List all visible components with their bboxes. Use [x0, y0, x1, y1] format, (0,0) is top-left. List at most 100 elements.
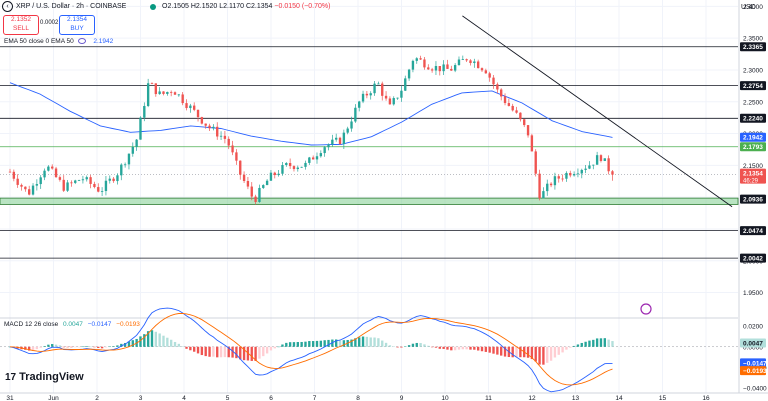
candle-body — [193, 105, 196, 110]
candle-body — [8, 171, 12, 173]
candle-body — [323, 147, 326, 154]
macd-hist-bar — [216, 346, 219, 358]
candle-body — [515, 110, 518, 113]
candle-body — [216, 126, 219, 137]
candle-body — [411, 60, 415, 70]
macd-hist-bar — [89, 346, 92, 348]
macd-hist-bar — [404, 346, 407, 347]
candle-body — [461, 59, 464, 60]
candle-body — [51, 166, 54, 169]
candle-body — [542, 191, 545, 199]
candle-body — [396, 97, 399, 99]
candle-body — [480, 68, 484, 71]
macd-legend[interactable]: MACD 12 26 close 0.0047 −0.0147 −0.0193 — [4, 321, 140, 328]
macd-hist-bar — [43, 346, 46, 347]
visibility-icon[interactable] — [77, 38, 86, 45]
candle-body — [258, 187, 261, 202]
symbol-title[interactable]: XRP / U.S. Dollar · 2h · COINBASE — [16, 3, 127, 10]
macd-signal-tag: −0.0193 — [743, 368, 767, 375]
tradingview-logo-icon: 17 — [5, 372, 17, 383]
macd-hist-bar — [384, 342, 388, 347]
macd-hist-bar — [200, 346, 204, 356]
sell-label: SELL — [13, 24, 29, 32]
macd-hist-bar — [208, 346, 211, 357]
candle-body — [54, 168, 58, 178]
candle-body — [185, 103, 188, 109]
macd-hist-bar — [526, 346, 530, 358]
level-tag-bg — [740, 81, 766, 91]
ohlc-close: C2.1354 — [245, 3, 273, 10]
candle-body — [334, 137, 338, 140]
candle-body — [135, 139, 138, 147]
price-tick-label: 2.1500 — [743, 163, 763, 170]
macd-hist-bar — [400, 346, 403, 348]
macd-hist-bar — [442, 346, 445, 349]
level-tag: 2.0474 — [743, 228, 763, 235]
candle-body — [219, 135, 223, 137]
candle-body — [404, 78, 407, 91]
macd-hist-bar — [476, 346, 480, 351]
candle-body — [538, 173, 541, 199]
sell-button[interactable]: 2.1352 SELL — [3, 15, 39, 35]
candle-body — [473, 61, 476, 64]
candle-body — [89, 177, 92, 184]
macd-hist-bar — [530, 346, 534, 360]
candle-body — [139, 117, 142, 140]
price-tick-label: 2.3000 — [743, 67, 763, 74]
candle-body — [204, 123, 207, 126]
candle-body — [453, 65, 457, 71]
macd-hist-bar — [396, 346, 399, 348]
time-tick-label: 10 — [441, 395, 449, 401]
candle-body — [465, 59, 468, 61]
price-tick-label: 1.9500 — [743, 290, 763, 297]
level-tag: 2.3365 — [743, 44, 763, 51]
candle-body — [166, 91, 169, 94]
collapse-icon[interactable]: ‹ — [2, 1, 13, 12]
time-tick-label: 3 — [139, 395, 143, 401]
macd-hist-bar — [219, 346, 223, 358]
macd-hist-bar — [227, 346, 230, 358]
candle-body — [430, 69, 434, 71]
macd-hist-bar — [511, 346, 514, 358]
macd-hist-bar — [127, 341, 131, 347]
candle-body — [523, 119, 526, 126]
candle-body — [269, 172, 273, 181]
currency-label[interactable]: USD — [741, 4, 756, 11]
macd-hist-bar — [538, 346, 541, 365]
countdown-tag: 46:29 — [743, 179, 759, 185]
candle-body — [189, 105, 192, 109]
macd-hist-bar — [308, 341, 311, 347]
candle-body — [81, 179, 85, 181]
time-tick-label: 2 — [95, 395, 99, 401]
candle-body — [177, 94, 181, 96]
macd-hist-bar — [193, 346, 196, 352]
candle-body — [611, 171, 614, 175]
macd-hist-bar — [381, 340, 384, 347]
candle-body — [553, 176, 557, 186]
buy-button[interactable]: 2.1354 BUY — [59, 15, 95, 35]
candle-body — [484, 70, 488, 74]
candle-body — [561, 178, 564, 180]
macd-hist-bar — [70, 346, 73, 348]
candle-body — [47, 166, 50, 171]
macd-pane — [0, 307, 738, 393]
macd-hist-bar — [434, 346, 438, 348]
level-tag-bg — [740, 253, 766, 263]
macd-hist-bar — [28, 346, 31, 351]
green-level-tag-bg — [740, 142, 766, 152]
ema-legend[interactable]: EMA 50 close 0 EMA 50 2.1942 — [4, 38, 113, 45]
level-tag-bg — [740, 226, 766, 236]
candle-body — [246, 181, 250, 187]
candle-body — [407, 69, 411, 79]
candle-body — [381, 83, 384, 96]
macd-hist-bar — [446, 346, 449, 350]
candle-body — [342, 132, 346, 145]
axis-markers: 2.3365 2.2754 2.2240 2.0474 2.0042 2.1942 2.17… — [640, 42, 767, 376]
candle-body — [254, 196, 257, 202]
macd-hist-bar — [572, 345, 576, 347]
candle-body — [580, 169, 583, 174]
macd-hist-bar — [423, 344, 426, 347]
candle-body — [100, 191, 104, 192]
trendline — [462, 15, 733, 208]
